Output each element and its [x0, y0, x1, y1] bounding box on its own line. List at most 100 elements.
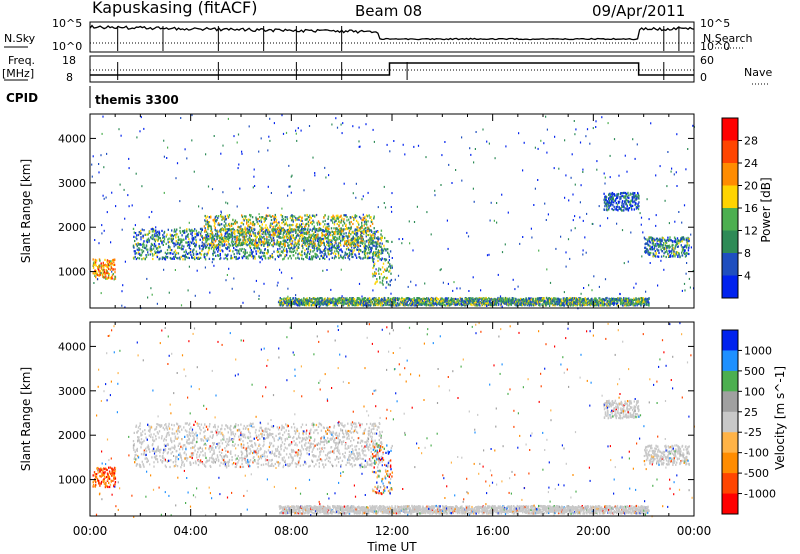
- power-echo-cell: [106, 266, 108, 269]
- power-echo-cell: [316, 234, 318, 237]
- power-echo-cell: [352, 243, 354, 246]
- power-echo-cell: [620, 299, 622, 302]
- power-echo-cell: [513, 300, 515, 303]
- power-echo-cell: [391, 266, 393, 269]
- power-echo-cell: [208, 243, 211, 246]
- power-echo-cell: [227, 246, 229, 249]
- power-echo-cell: [103, 271, 106, 274]
- power-echo-cell: [364, 215, 366, 218]
- power-echo-cell: [433, 303, 435, 306]
- power-echo-cell: [262, 251, 264, 254]
- power-echo-cell: [386, 301, 388, 304]
- power-echo-cell: [205, 216, 207, 219]
- power-echo-cell: [243, 215, 246, 218]
- power-echo-cell: [381, 281, 383, 285]
- power-echo-cell: [440, 298, 442, 301]
- power-echo-cell: [228, 249, 231, 252]
- power-echo-cell: [474, 299, 476, 302]
- power-echo-cell: [182, 248, 184, 251]
- power-echo-cell: [203, 236, 205, 239]
- power-echo-cell: [377, 298, 379, 301]
- power-echo-cell: [306, 213, 308, 217]
- power-echo-cell: [323, 234, 325, 237]
- power-echo-cell: [108, 264, 111, 267]
- power-echo-cell: [321, 251, 323, 254]
- power-echo-cell: [303, 253, 306, 256]
- power-echo-cell: [386, 276, 388, 279]
- power-echo-cell: [313, 241, 315, 244]
- power-echo-cell: [353, 246, 355, 250]
- power-echo-cell: [244, 231, 247, 234]
- power-echo-cell: [154, 250, 156, 253]
- power-echo-cell: [284, 222, 286, 226]
- power-echo-cell: [352, 237, 354, 240]
- power-echo-cell: [311, 256, 313, 259]
- power-echo-cell: [238, 226, 240, 229]
- power-echo-cell: [374, 235, 376, 238]
- power-echo-cell: [582, 301, 585, 304]
- power-echo-cell: [257, 230, 260, 233]
- power-echo-cell: [285, 248, 288, 251]
- power-echo-cell: [228, 234, 230, 238]
- power-echo-cell: [306, 251, 309, 255]
- power-echo-cell: [330, 219, 332, 222]
- power-echo-cell: [504, 296, 507, 300]
- power-echo-cell: [202, 248, 204, 251]
- power-echo-cell: [135, 236, 137, 239]
- power-echo-cell: [601, 301, 603, 305]
- power-echo-cell: [291, 236, 293, 239]
- power-echo-cell: [364, 299, 367, 303]
- power-echo-cell: [316, 248, 319, 252]
- power-echo-cell: [274, 258, 276, 261]
- power-echo-cell: [277, 222, 279, 225]
- power-echo-cell: [368, 298, 370, 301]
- power-echo-cell: [108, 260, 110, 263]
- power-echo-cell: [328, 301, 331, 304]
- power-echo-cell: [232, 227, 234, 230]
- power-echo-cell: [337, 247, 339, 250]
- power-echo-cell: [103, 275, 105, 278]
- power-echo-cell: [272, 225, 274, 228]
- power-echo-cell: [373, 299, 375, 302]
- power-echo-cell: [416, 303, 419, 306]
- power-echo-cell: [299, 234, 302, 237]
- power-echo-cell: [207, 228, 209, 231]
- power-echo-cell: [313, 303, 315, 306]
- power-echo-cell: [321, 234, 323, 237]
- power-echo-cell: [338, 228, 340, 231]
- power-echo-cell: [349, 298, 351, 301]
- power-echo-cell: [340, 219, 343, 222]
- power-echo-cell: [518, 300, 520, 303]
- power-echo-cell: [379, 281, 381, 284]
- date-title: 09/Apr/2011: [592, 2, 685, 20]
- power-echo-cell: [217, 215, 220, 218]
- power-echo-cell: [431, 302, 434, 305]
- power-echo-cell: [345, 234, 347, 238]
- power-echo-cell: [294, 246, 296, 249]
- power-echo-cell: [264, 248, 266, 251]
- power-echo-cell: [328, 244, 331, 247]
- power-echo-cell: [348, 233, 350, 236]
- power-echo-cell: [377, 304, 379, 307]
- power-echo-cell: [356, 304, 359, 307]
- power-echo-cell: [363, 228, 365, 231]
- power-echo-cell: [637, 301, 639, 304]
- power-echo-cell: [202, 245, 205, 248]
- power-echo-cell: [312, 219, 314, 222]
- power-echo-cell: [298, 243, 300, 246]
- power-echo-cell: [322, 256, 325, 259]
- power-echo-cell: [225, 243, 228, 246]
- power-echo-cell: [292, 250, 294, 253]
- power-echo-cell: [152, 254, 154, 257]
- power-echo-cell: [318, 227, 320, 230]
- power-echo-cell: [439, 303, 441, 306]
- power-echo-cell: [388, 255, 390, 258]
- power-echo-cell: [142, 235, 144, 238]
- power-echo-cell: [191, 241, 193, 244]
- power-echo-cell: [226, 228, 229, 231]
- power-echo-cell: [339, 297, 341, 300]
- power-echo-cell: [372, 241, 374, 244]
- power-echo-cell: [579, 297, 582, 300]
- power-echo-cell: [287, 231, 289, 234]
- power-echo-cell: [274, 233, 276, 237]
